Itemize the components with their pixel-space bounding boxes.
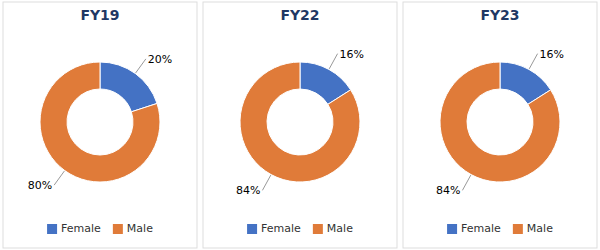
leader-line [462,175,470,190]
legend-label: Male [127,222,153,235]
figure: FY19 20% 80% Female Male FY22 16% 84% Female Male… [0,0,600,250]
data-label: 80% [28,179,52,192]
slice [440,62,560,182]
leader-line [54,171,64,185]
panel: FY23 16% 84% Female Male [403,2,597,248]
legend-label: Female [61,222,101,235]
legend-label: Female [461,222,501,235]
panel: FY22 16% 84% Female Male [203,2,397,248]
legend-swatch [113,224,123,234]
legend-item: Female [247,222,301,235]
legend-swatch [47,224,57,234]
legend: Female Male [47,222,153,235]
legend-item: Male [513,222,553,235]
legend-swatch [513,224,523,234]
panel-border [403,2,597,248]
title: FY22 [280,7,319,23]
slice [40,62,160,182]
legend-swatch [447,224,457,234]
legend-label: Female [261,222,301,235]
legend-label: Male [327,222,353,235]
data-label: 84% [236,184,260,197]
slice [240,62,360,182]
panel-border [3,2,197,248]
legend: Female Male [247,222,353,235]
legend-item: Female [447,222,501,235]
donut: 16% 84% [436,47,564,197]
title: FY19 [80,7,119,23]
leader-line [262,175,270,190]
leader-line [329,54,337,69]
legend-swatch [313,224,323,234]
title: FY23 [480,7,519,23]
panel: FY19 20% 80% Female Male [3,2,197,248]
data-label: 16% [540,47,564,60]
leader-line [136,59,146,73]
legend-swatch [247,224,257,234]
legend-item: Male [113,222,153,235]
donut: 20% 80% [28,53,173,192]
panel-border [203,2,397,248]
donut: 16% 84% [236,47,364,197]
data-label: 84% [436,184,460,197]
legend-label: Male [527,222,553,235]
legend-item: Female [47,222,101,235]
leader-line [529,54,537,69]
data-label: 20% [148,53,172,66]
legend-item: Male [313,222,353,235]
legend: Female Male [447,222,553,235]
slice [100,62,157,112]
data-label: 16% [340,47,364,60]
